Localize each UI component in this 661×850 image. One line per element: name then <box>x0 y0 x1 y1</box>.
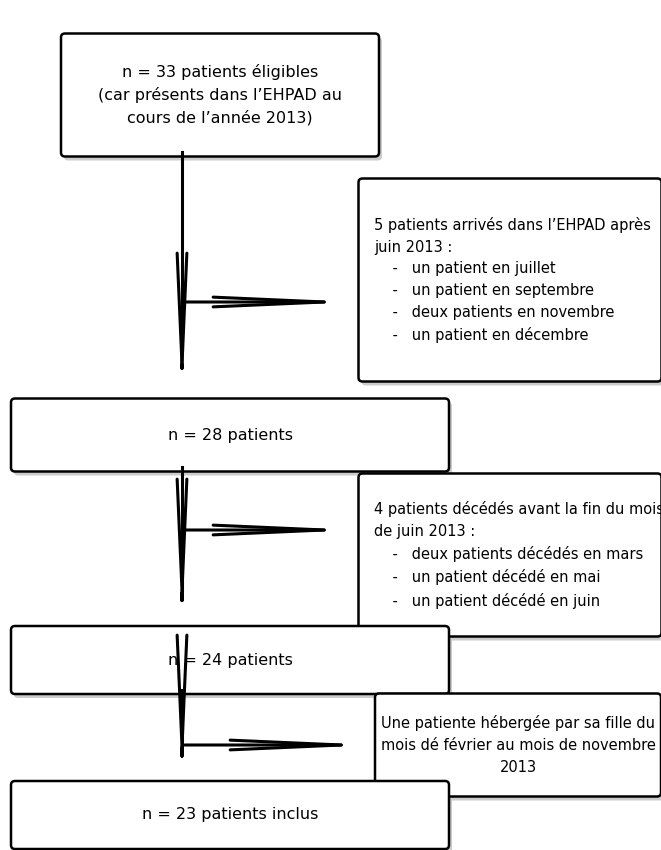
FancyBboxPatch shape <box>14 403 452 475</box>
FancyBboxPatch shape <box>378 698 661 801</box>
FancyBboxPatch shape <box>64 37 382 161</box>
Text: n = 33 patients éligibles
(car présents dans l’EHPAD au
cours de l’année 2013): n = 33 patients éligibles (car présents … <box>98 65 342 126</box>
Text: 5 patients arrivés dans l’EHPAD après
juin 2013 :
    -   un patient en juillet
: 5 patients arrivés dans l’EHPAD après ju… <box>375 218 651 343</box>
Text: n = 23 patients inclus: n = 23 patients inclus <box>142 808 318 823</box>
Text: Une patiente hébergée par sa fille du
mois dé février au mois de novembre
2013: Une patiente hébergée par sa fille du mo… <box>381 716 656 774</box>
FancyBboxPatch shape <box>11 399 449 472</box>
Text: n = 24 patients: n = 24 patients <box>167 653 292 667</box>
Text: n = 28 patients: n = 28 patients <box>167 428 293 443</box>
FancyBboxPatch shape <box>358 178 661 382</box>
FancyBboxPatch shape <box>14 785 452 850</box>
FancyBboxPatch shape <box>61 33 379 156</box>
FancyBboxPatch shape <box>11 626 449 694</box>
FancyBboxPatch shape <box>362 478 661 641</box>
FancyBboxPatch shape <box>358 473 661 637</box>
Text: 4 patients décédés avant la fin du mois
de juin 2013 :
    -   deux patients déc: 4 patients décédés avant la fin du mois … <box>375 502 661 609</box>
FancyBboxPatch shape <box>362 183 661 386</box>
FancyBboxPatch shape <box>11 781 449 849</box>
FancyBboxPatch shape <box>375 694 661 796</box>
FancyBboxPatch shape <box>14 630 452 698</box>
